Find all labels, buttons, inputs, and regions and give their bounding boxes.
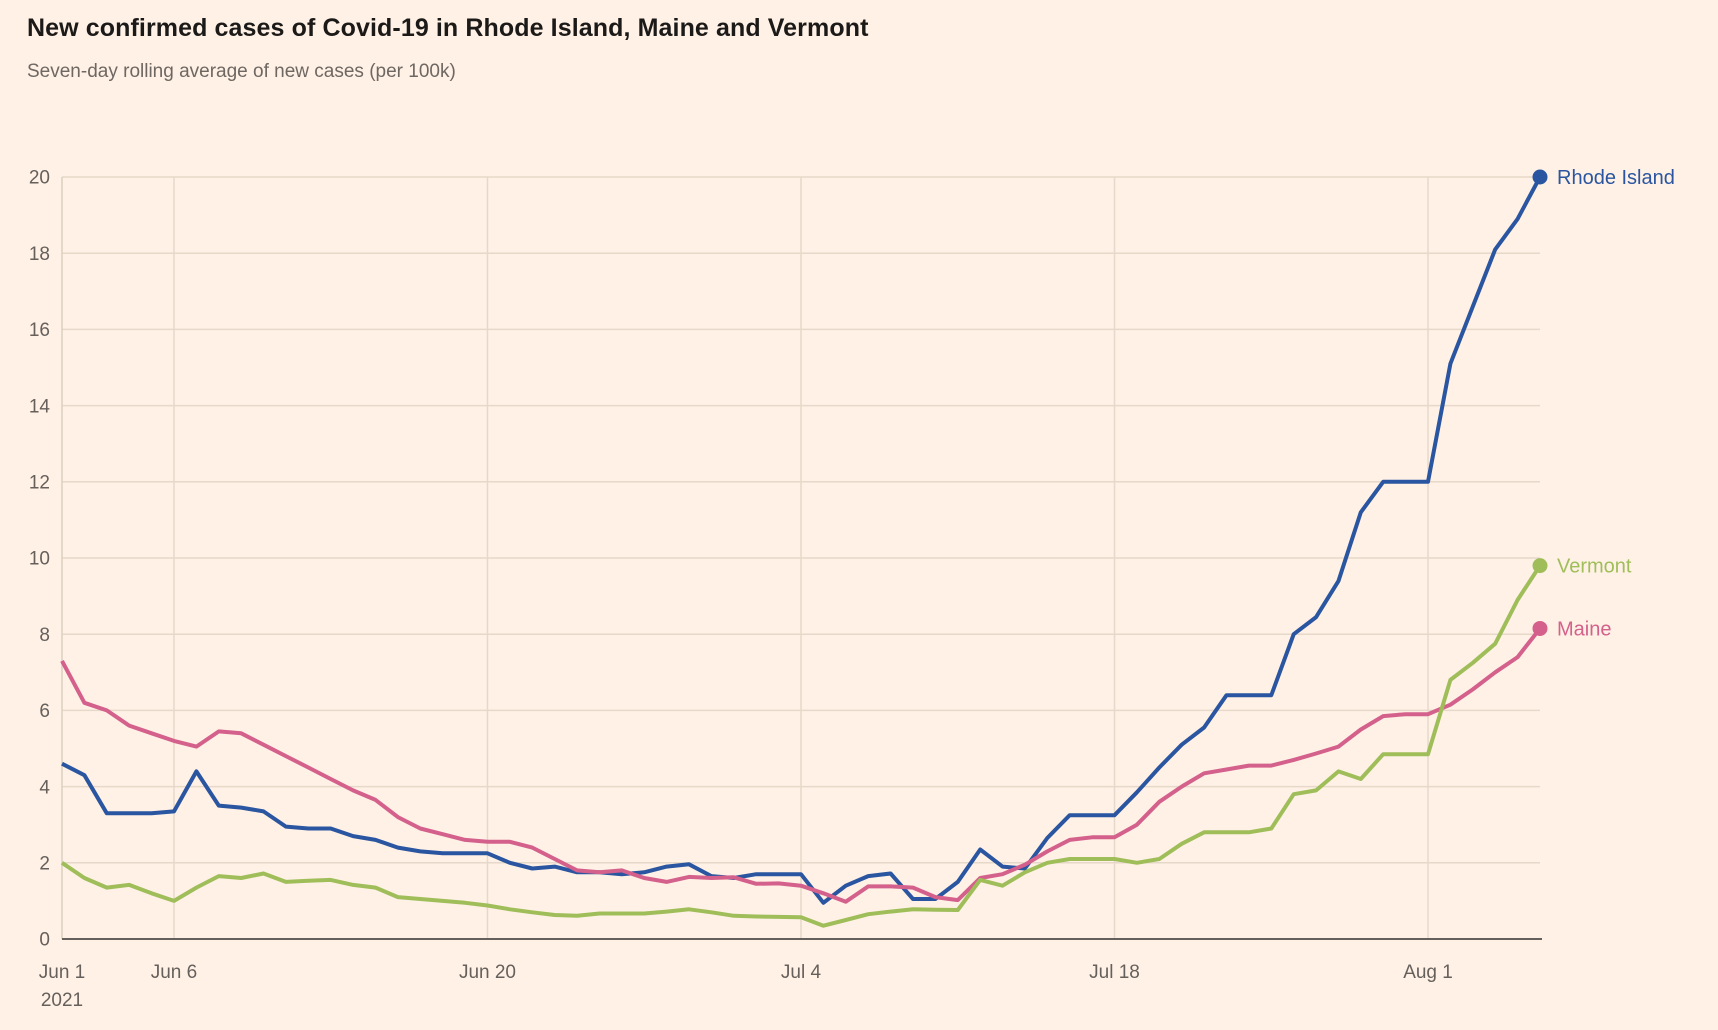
series-end-label-rhode-island: Rhode Island: [1557, 167, 1675, 189]
x-axis-tick-label: Jun 6: [151, 962, 197, 983]
series-end-label-vermont: Vermont: [1557, 556, 1632, 578]
y-axis-tick-label: 18: [29, 244, 50, 265]
x-axis-tick-label: Jun 20: [459, 962, 516, 983]
series-end-dot-maine: [1532, 620, 1548, 636]
x-axis-year-label: 2021: [41, 990, 83, 1011]
y-axis-tick-label: 14: [29, 396, 51, 417]
y-axis-tick-label: 8: [39, 625, 50, 646]
series-line-maine: [60, 627, 1542, 904]
chart-title: New confirmed cases of Covid-19 in Rhode…: [27, 14, 869, 42]
series-line-vermont: [60, 564, 1542, 928]
y-axis-tick-label: 20: [29, 168, 50, 189]
x-axis-tick-label: Jun 1: [39, 962, 85, 983]
x-axis-tick-label: Jul 18: [1089, 962, 1140, 983]
y-axis-tick-label: 0: [39, 930, 50, 951]
y-axis-tick-label: 12: [29, 472, 50, 493]
x-axis-tick-label: Jul 4: [781, 962, 822, 983]
series-end-label-maine: Maine: [1557, 618, 1611, 640]
y-axis-tick-label: 6: [39, 701, 50, 722]
y-axis-tick-label: 4: [39, 777, 50, 798]
y-axis-tick-label: 2: [39, 853, 50, 874]
chart-subtitle: Seven-day rolling average of new cases (…: [27, 61, 456, 82]
series-end-dot-vermont: [1532, 558, 1548, 574]
y-axis-tick-label: 10: [29, 549, 50, 570]
series-line-rhode-island: [61, 176, 1542, 905]
x-axis-tick-label: Aug 1: [1403, 962, 1453, 983]
y-axis-tick-label: 16: [29, 320, 50, 341]
series-end-dot-rhode-island: [1532, 169, 1548, 185]
